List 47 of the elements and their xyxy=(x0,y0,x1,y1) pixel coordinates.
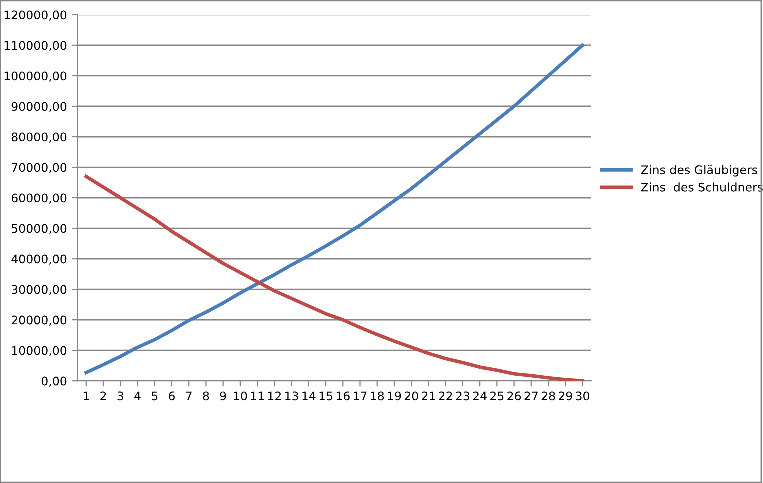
x-tick-label: 11 xyxy=(251,392,264,400)
line-series xyxy=(84,174,584,382)
x-tick-label: 13 xyxy=(286,392,298,401)
y-tick-label: 120000,00 xyxy=(4,10,67,21)
x-tick-label: 15 xyxy=(320,392,332,401)
y-tick-label: 30000,00 xyxy=(12,285,67,296)
y-tick-label: 50000,00 xyxy=(12,224,67,234)
x-tick-label: 28 xyxy=(542,392,556,401)
x-tick-label: 23 xyxy=(456,392,470,401)
x-tick-label: 24 xyxy=(473,392,487,400)
x-tick-label: 3 xyxy=(118,392,124,401)
legend-label: Zins des Schuldners xyxy=(641,182,763,192)
y-tick-label: 70000,00 xyxy=(12,163,67,174)
x-tick-label: 6 xyxy=(169,392,175,401)
x-tick-label: 29 xyxy=(559,392,572,401)
line-series xyxy=(84,44,584,375)
y-tick-label: 60000,00 xyxy=(12,194,67,204)
x-tick-label: 18 xyxy=(371,392,384,401)
x-tick-label: 25 xyxy=(490,392,504,401)
x-tick-label: 10 xyxy=(234,392,248,401)
x-tick-label: 4 xyxy=(134,392,141,400)
x-tick-label: 14 xyxy=(302,392,316,400)
y-tick-label: 0,00 xyxy=(42,376,67,387)
y-tick-label: 100000,00 xyxy=(4,72,67,82)
x-tick-label: 16 xyxy=(336,392,350,401)
x-tick-label: 17 xyxy=(354,392,367,400)
y-tick-label: 110000,00 xyxy=(4,41,67,52)
x-tick-label: 1 xyxy=(84,392,90,400)
x-tick-label: 26 xyxy=(508,392,522,401)
x-tick-label: 12 xyxy=(268,392,281,400)
x-tick-label: 9 xyxy=(220,392,226,401)
y-tick-label: 90000,00 xyxy=(12,102,67,112)
legend-label: Zins des Gläubigers xyxy=(641,165,758,177)
x-tick-label: 7 xyxy=(186,392,192,400)
x-tick-label: 19 xyxy=(388,392,402,401)
y-tick-label: 40000,00 xyxy=(12,254,67,265)
x-tick-label: 22 xyxy=(439,392,452,400)
x-tick-label: 30 xyxy=(576,392,590,401)
y-tick-label: 80000,00 xyxy=(12,132,67,143)
x-tick-label: 20 xyxy=(404,392,418,401)
x-tick-label: 5 xyxy=(152,392,158,401)
x-tick-label: 2 xyxy=(100,392,106,400)
x-tick-label: 21 xyxy=(422,392,436,400)
x-tick-label: 8 xyxy=(203,392,210,401)
x-tick-label: 27 xyxy=(524,392,538,400)
y-tick-label: 10000,00 xyxy=(12,346,67,356)
y-tick-label: 20000,00 xyxy=(12,316,67,326)
